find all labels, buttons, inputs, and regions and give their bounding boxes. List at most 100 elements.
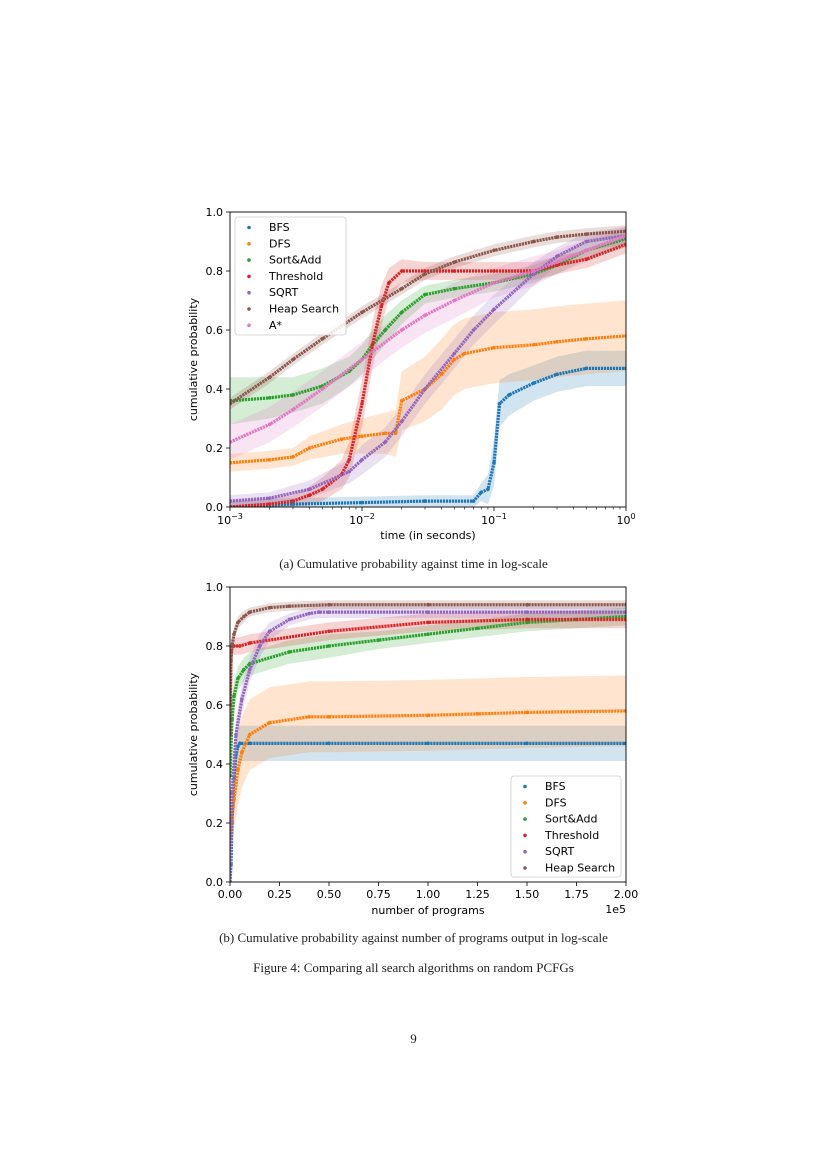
point-sort-and-add bbox=[267, 396, 272, 400]
point-a-star bbox=[531, 269, 536, 273]
point-threshold bbox=[492, 269, 496, 273]
point-dfs bbox=[339, 437, 344, 441]
point-bfs bbox=[327, 741, 331, 746]
point-dfs bbox=[327, 715, 331, 719]
point-dfs bbox=[248, 732, 252, 737]
y-axis-label: cumulative probability bbox=[187, 297, 200, 421]
point-heap-search bbox=[291, 357, 295, 362]
y-tick-label: 0.4 bbox=[206, 758, 224, 771]
point-bfs bbox=[555, 372, 559, 377]
point-heap-search bbox=[584, 232, 589, 236]
caption-b: (b) Cumulative probability against numbe… bbox=[219, 930, 608, 945]
point-dfs bbox=[230, 815, 234, 819]
point-sqrt bbox=[257, 644, 262, 648]
point-dfs bbox=[492, 345, 496, 350]
point-threshold bbox=[426, 620, 430, 625]
x-tick-label: 0.50 bbox=[317, 888, 342, 901]
point-sort-and-add bbox=[230, 774, 232, 778]
point-dfs bbox=[531, 342, 536, 347]
point-bfs bbox=[360, 500, 364, 505]
x-tick-base: 10 bbox=[481, 514, 495, 527]
legend-item-sqrt: SQRT bbox=[523, 845, 574, 858]
series-line-bfs bbox=[230, 741, 626, 882]
point-threshold bbox=[370, 342, 375, 347]
point-sort-and-add bbox=[423, 292, 427, 297]
band-dfs bbox=[230, 675, 626, 856]
point-bfs bbox=[234, 753, 238, 757]
point-threshold bbox=[525, 617, 529, 622]
point-a-star bbox=[452, 298, 457, 303]
point-heap-search bbox=[492, 248, 496, 253]
point-heap-search bbox=[267, 375, 272, 380]
legend-label-sqrt: SQRT bbox=[545, 845, 574, 858]
axes-frame bbox=[229, 586, 627, 883]
point-sort-and-add bbox=[376, 638, 381, 642]
point-dfs bbox=[452, 357, 457, 362]
point-dfs bbox=[399, 399, 404, 403]
legend-item-bfs: BFS bbox=[523, 780, 566, 793]
point-heap-search bbox=[452, 260, 457, 264]
x-tick-base: 10 bbox=[217, 514, 231, 527]
point-heap-search bbox=[555, 235, 559, 239]
legend-box bbox=[510, 775, 622, 878]
point-bfs bbox=[232, 776, 236, 781]
point-a-star bbox=[423, 313, 427, 318]
point-dfs bbox=[426, 713, 430, 718]
point-bfs bbox=[423, 499, 427, 503]
point-sqrt bbox=[248, 667, 252, 672]
x-tick-exponent: 0 bbox=[630, 512, 635, 521]
point-heap-search bbox=[399, 286, 404, 291]
y-tick-label: 0.0 bbox=[206, 876, 224, 889]
point-a-star bbox=[320, 387, 325, 391]
x-tick-label: 0.25 bbox=[267, 888, 292, 901]
point-threshold bbox=[230, 650, 233, 654]
legend-label-heap-search: Heap Search bbox=[545, 862, 615, 875]
point-bfs bbox=[230, 880, 232, 882]
axes-frame bbox=[229, 211, 627, 508]
point-threshold bbox=[320, 487, 325, 492]
point-bfs bbox=[230, 862, 233, 867]
point-bfs bbox=[291, 502, 295, 506]
point-heap-search bbox=[426, 602, 430, 607]
legend-item-a-star: A* bbox=[247, 319, 283, 332]
point-a-star bbox=[267, 422, 272, 427]
point-bfs bbox=[471, 499, 476, 503]
point-dfs bbox=[383, 431, 388, 436]
point-bfs bbox=[492, 460, 496, 465]
point-sqrt bbox=[452, 351, 457, 356]
legend: BFS DFS Sort&Add Threshold SQRT Heap Search bbox=[510, 775, 622, 878]
point-bfs bbox=[236, 744, 240, 749]
legend-item-heap-search: Heap Search bbox=[523, 862, 615, 875]
point-sqrt bbox=[426, 610, 430, 614]
legend-item-sort-and-add: Sort&Add bbox=[247, 254, 321, 267]
legend-item-sort-and-add: Sort&Add bbox=[523, 813, 597, 826]
legend-marker-sqrt bbox=[247, 290, 251, 295]
point-sort-and-add bbox=[291, 393, 295, 397]
legend-item-sqrt: SQRT bbox=[247, 286, 298, 299]
legend-label-a-star: A* bbox=[269, 319, 283, 332]
legend-item-threshold: Threshold bbox=[523, 829, 599, 842]
point-dfs bbox=[475, 712, 480, 716]
point-sqrt bbox=[317, 610, 321, 614]
point-bfs bbox=[507, 393, 511, 397]
point-heap-search bbox=[320, 337, 325, 341]
point-heap-search bbox=[230, 658, 233, 663]
point-a-star bbox=[291, 407, 295, 412]
point-threshold bbox=[232, 644, 236, 648]
point-bfs bbox=[230, 821, 234, 825]
point-threshold bbox=[291, 499, 295, 503]
legend-marker-dfs bbox=[247, 242, 251, 246]
point-bfs bbox=[624, 741, 626, 746]
point-sort-and-add bbox=[287, 650, 292, 654]
band-sqrt bbox=[230, 606, 626, 882]
point-a-star bbox=[492, 281, 496, 285]
point-bfs bbox=[426, 741, 430, 746]
point-threshold bbox=[584, 257, 589, 262]
series-line-dfs bbox=[230, 709, 626, 838]
point-sort-and-add bbox=[399, 310, 404, 315]
point-heap-search bbox=[242, 614, 246, 619]
point-a-star bbox=[399, 328, 404, 332]
point-sort-and-add bbox=[426, 632, 430, 636]
point-dfs bbox=[462, 351, 467, 356]
point-dfs bbox=[240, 750, 244, 754]
